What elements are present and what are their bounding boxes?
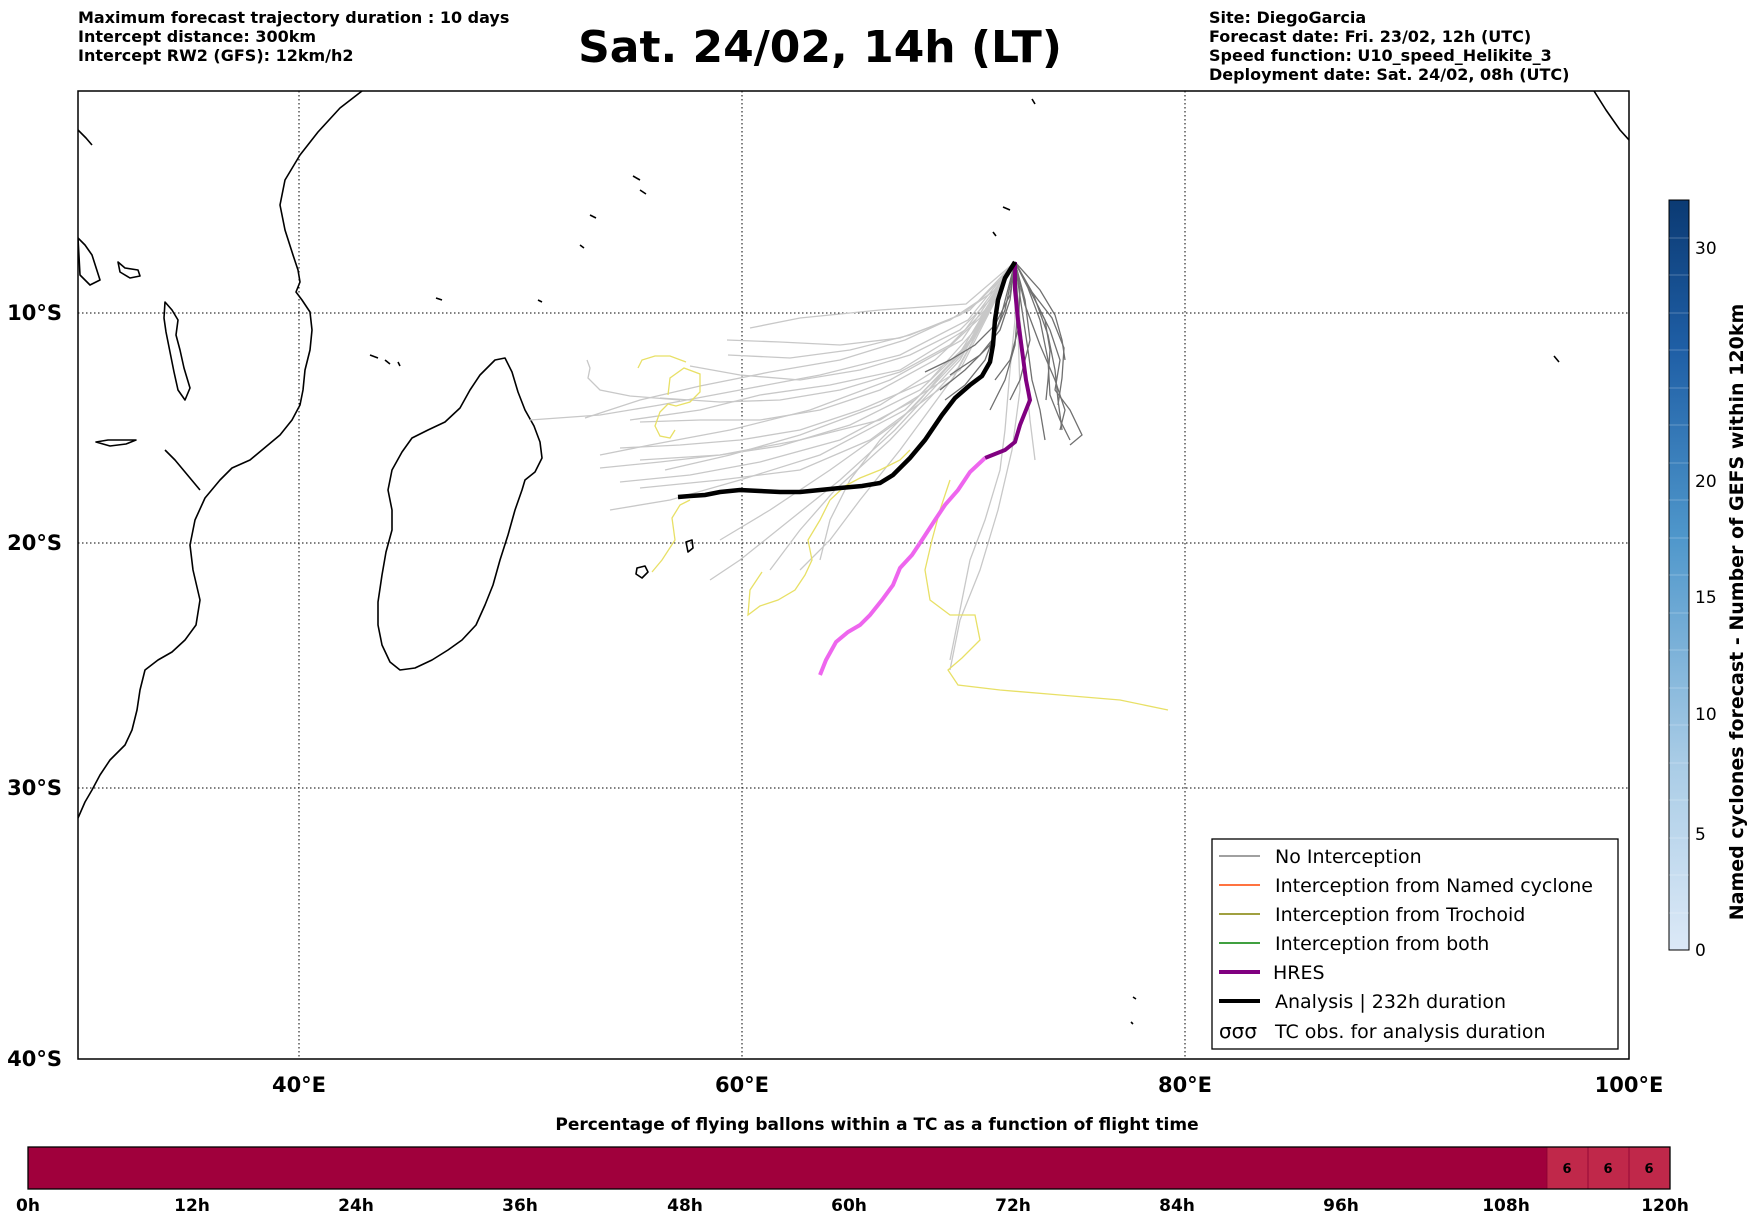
- intercept-rw2-text: Intercept RW2 (GFS): 12km/h2: [78, 46, 354, 65]
- bar-tick-60h: 60h: [831, 1196, 867, 1216]
- colorbar-tick: 10: [1695, 705, 1717, 725]
- lon-label-80e: 80°E: [1158, 1073, 1212, 1097]
- mauritius-island: [685, 539, 694, 553]
- map-legend: No Interception Interception from Named …: [1211, 838, 1619, 1050]
- speed-function-text: Speed function: U10_speed_Helikite_3: [1209, 46, 1552, 65]
- madagascar-coastline: [377, 357, 543, 671]
- lon-label-60e: 60°E: [715, 1073, 769, 1097]
- bar-cell: [1629, 1147, 1670, 1189]
- legend-entry-both: Interception from both: [1219, 933, 1489, 955]
- chagos-islands: [992, 206, 1011, 237]
- bar-cell: [1547, 1147, 1588, 1189]
- site-text: Site: DiegoGarcia: [1209, 8, 1367, 27]
- legend-box: [1211, 838, 1619, 1050]
- legend-entry-tc-obs: σσσ TC obs. for analysis duration: [1219, 1019, 1546, 1043]
- colorbar-label: Named cyclones forecast - Number of GEFS…: [1726, 304, 1748, 921]
- bottom-bar-title: Percentage of flying ballons within a TC…: [555, 1115, 1199, 1135]
- bar-tick-120h: 120h: [1641, 1196, 1689, 1216]
- legend-entry-named-cyclone: Interception from Named cyclone: [1219, 875, 1593, 897]
- legend-label: Analysis | 232h duration: [1275, 991, 1506, 1013]
- trajectory-map: 10°S 20°S 30°S 40°S 40°E 60°E 80°E 100°E…: [7, 90, 1748, 1097]
- reunion-island: [635, 565, 649, 579]
- lake-malawi: [163, 301, 191, 401]
- bar-tick-84h: 84h: [1159, 1196, 1195, 1216]
- hres-track-late: [818, 456, 987, 676]
- lake-tanganyika: [117, 261, 141, 279]
- flight-time-bar: 6 6 6 0h 12h 24h 36h 48h 60h 72h 84h 96h…: [16, 1146, 1689, 1216]
- comoros-islands: [369, 354, 401, 367]
- ensemble-tracks-light: [529, 261, 1036, 671]
- lake-victoria: [78, 237, 101, 286]
- bar-tick-0h: 0h: [16, 1196, 40, 1216]
- bar-main-segment: [28, 1147, 1547, 1189]
- analysis-track: [677, 260, 1017, 500]
- deployment-date-text: Deployment date: Sat. 24/02, 08h (UTC): [1209, 65, 1570, 84]
- bar-frame: [27, 1146, 1671, 1190]
- legend-label: HRES: [1273, 962, 1325, 984]
- graticule: [78, 91, 1629, 1059]
- lat-label-10s: 10°S: [7, 301, 62, 325]
- legend-entry-hres: HRES: [1219, 962, 1325, 984]
- colorbar-tick: 0: [1695, 941, 1706, 961]
- legend-entry-no-interception: No Interception: [1219, 846, 1422, 868]
- legend-entry-analysis: Analysis | 232h duration: [1219, 991, 1506, 1013]
- yellow-tracks: [637, 355, 1169, 711]
- seychelles-islands: [435, 175, 647, 303]
- colorbar-tick: 20: [1695, 472, 1717, 492]
- bar-tick-96h: 96h: [1323, 1196, 1359, 1216]
- legend-label: Interception from Named cyclone: [1275, 875, 1593, 897]
- page-title: Sat. 24/02, 14h (LT): [578, 22, 1062, 73]
- max-duration-text: Maximum forecast trajectory duration : 1…: [78, 8, 510, 27]
- colorbar-tick: 5: [1695, 825, 1706, 845]
- forecast-date-text: Forecast date: Fri. 23/02, 12h (UTC): [1209, 27, 1532, 46]
- bar-cell-value: 6: [1562, 1162, 1571, 1177]
- bar-cell-value: 6: [1603, 1162, 1612, 1177]
- cyclone-colorbar: 0 5 10 15 20 30 Named cyclones forecast …: [1668, 199, 1748, 961]
- lake-nyasa-south: [164, 449, 201, 491]
- lat-label-30s: 30°S: [7, 776, 62, 800]
- trajectory-params: Maximum forecast trajectory duration : 1…: [78, 8, 509, 65]
- legend-label: Interception from both: [1275, 933, 1489, 955]
- lon-label-40e: 40°E: [272, 1073, 326, 1097]
- lat-label-20s: 20°S: [7, 531, 62, 555]
- bar-tick-48h: 48h: [667, 1196, 703, 1216]
- coastlines: [78, 91, 1629, 1025]
- somalia-coast: [78, 129, 93, 146]
- bar-cell: [1588, 1147, 1629, 1189]
- lon-label-100e: 100°E: [1595, 1073, 1664, 1097]
- africa-coastline: [78, 91, 363, 819]
- bar-tick-72h: 72h: [995, 1196, 1031, 1216]
- sumatra-coast: [1593, 91, 1629, 141]
- legend-label: No Interception: [1275, 846, 1422, 868]
- bar-tick-24h: 24h: [338, 1196, 374, 1216]
- bar-tick-36h: 36h: [502, 1196, 538, 1216]
- legend-entry-trochoid: Interception from Trochoid: [1219, 904, 1525, 926]
- hres-track-early: [984, 262, 1033, 460]
- colorbar-tick: 30: [1695, 239, 1717, 259]
- bar-tick-108h: 108h: [1482, 1196, 1530, 1216]
- legend-label: Interception from Trochoid: [1275, 904, 1525, 926]
- intercept-distance-text: Intercept distance: 300km: [78, 27, 317, 46]
- bar-cell-value: 6: [1644, 1162, 1653, 1177]
- bar-end-cells: [1546, 1147, 1670, 1189]
- forecast-params: Site: DiegoGarcia Forecast date: Fri. 23…: [1209, 8, 1569, 84]
- lake-kariba: [95, 439, 137, 447]
- tc-obs-symbol: σσσ: [1219, 1019, 1257, 1043]
- legend-label: TC obs. for analysis duration: [1274, 1021, 1546, 1043]
- bar-tick-12h: 12h: [174, 1196, 210, 1216]
- colorbar-tick: 15: [1695, 588, 1717, 608]
- lat-label-40s: 40°S: [7, 1047, 62, 1071]
- east-islands: [1031, 98, 1560, 1025]
